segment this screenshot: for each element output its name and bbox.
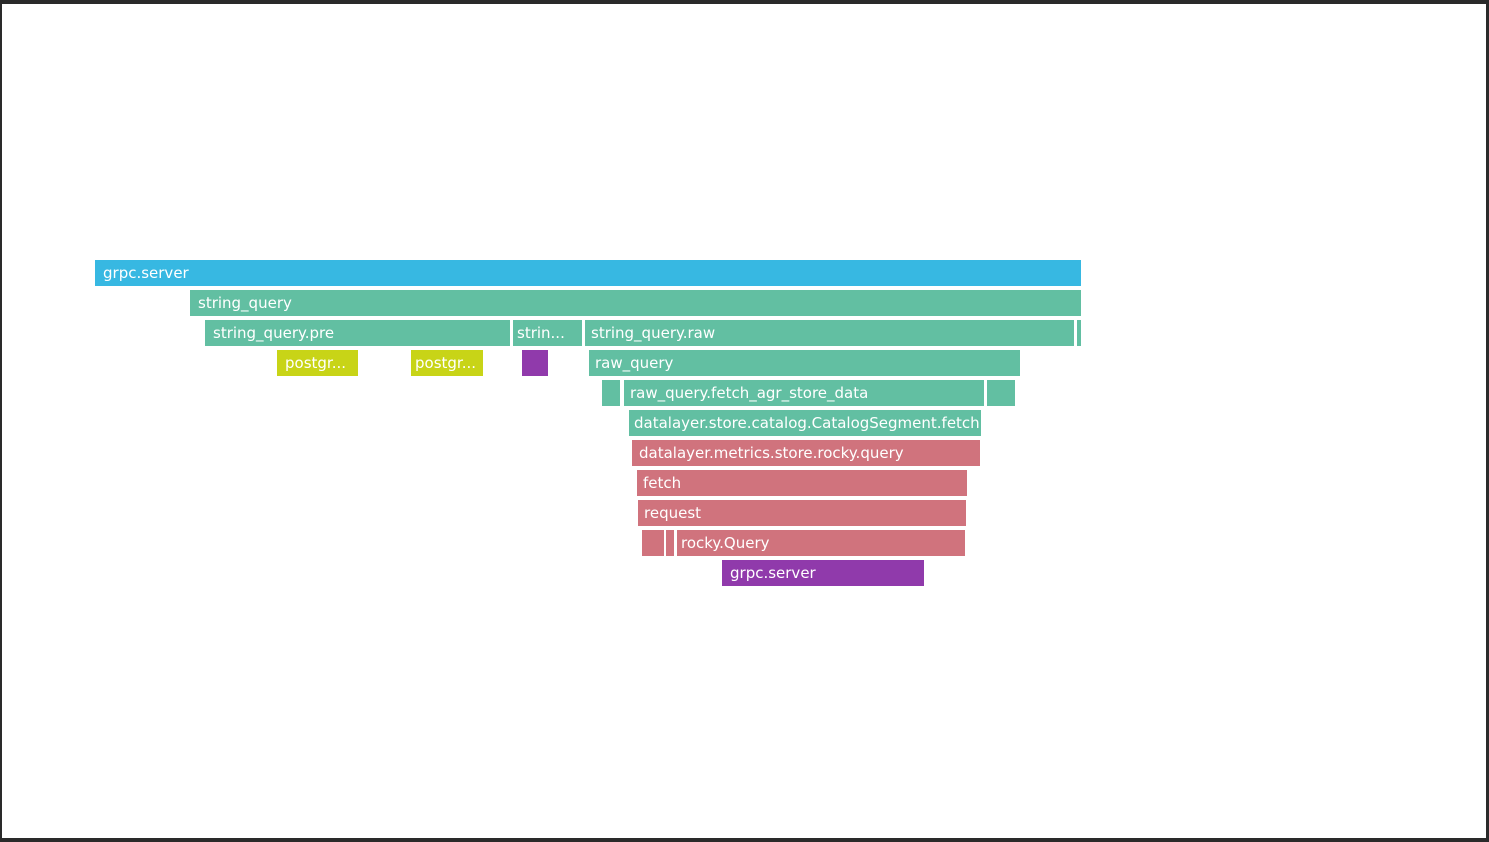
- span-purple-small[interactable]: [522, 350, 548, 376]
- flame-graph: grpc.server string_query string_query.pr…: [2, 4, 1486, 838]
- span-request-small-1[interactable]: [642, 530, 664, 556]
- span-raw-query-small-right[interactable]: [987, 380, 1015, 406]
- span-fetch[interactable]: fetch: [637, 470, 967, 496]
- span-grpc-server-leaf[interactable]: grpc.server: [722, 560, 924, 586]
- span-string-query-pre[interactable]: string_query.pre: [205, 320, 510, 346]
- span-raw-query-fetch-agr-store-data[interactable]: raw_query.fetch_agr_store_data: [624, 380, 984, 406]
- span-grpc-server-root[interactable]: grpc.server: [95, 260, 1081, 286]
- span-raw-query-small-left[interactable]: [602, 380, 620, 406]
- span-request[interactable]: request: [638, 500, 966, 526]
- span-string-query-truncated[interactable]: strin...: [513, 320, 582, 346]
- span-postgres-2[interactable]: postgr...: [411, 350, 483, 376]
- span-string-query-small[interactable]: [1077, 320, 1081, 346]
- span-rocky-query-store[interactable]: datalayer.metrics.store.rocky.query: [632, 440, 980, 466]
- span-raw-query[interactable]: raw_query: [589, 350, 1020, 376]
- span-rocky-query[interactable]: rocky.Query: [677, 530, 965, 556]
- span-string-query[interactable]: string_query: [190, 290, 1081, 316]
- span-catalog-segment-fetch[interactable]: datalayer.store.catalog.CatalogSegment.f…: [629, 410, 981, 436]
- span-string-query-raw[interactable]: string_query.raw: [585, 320, 1074, 346]
- span-request-small-2[interactable]: [666, 530, 674, 556]
- span-postgres-1[interactable]: postgr...: [277, 350, 358, 376]
